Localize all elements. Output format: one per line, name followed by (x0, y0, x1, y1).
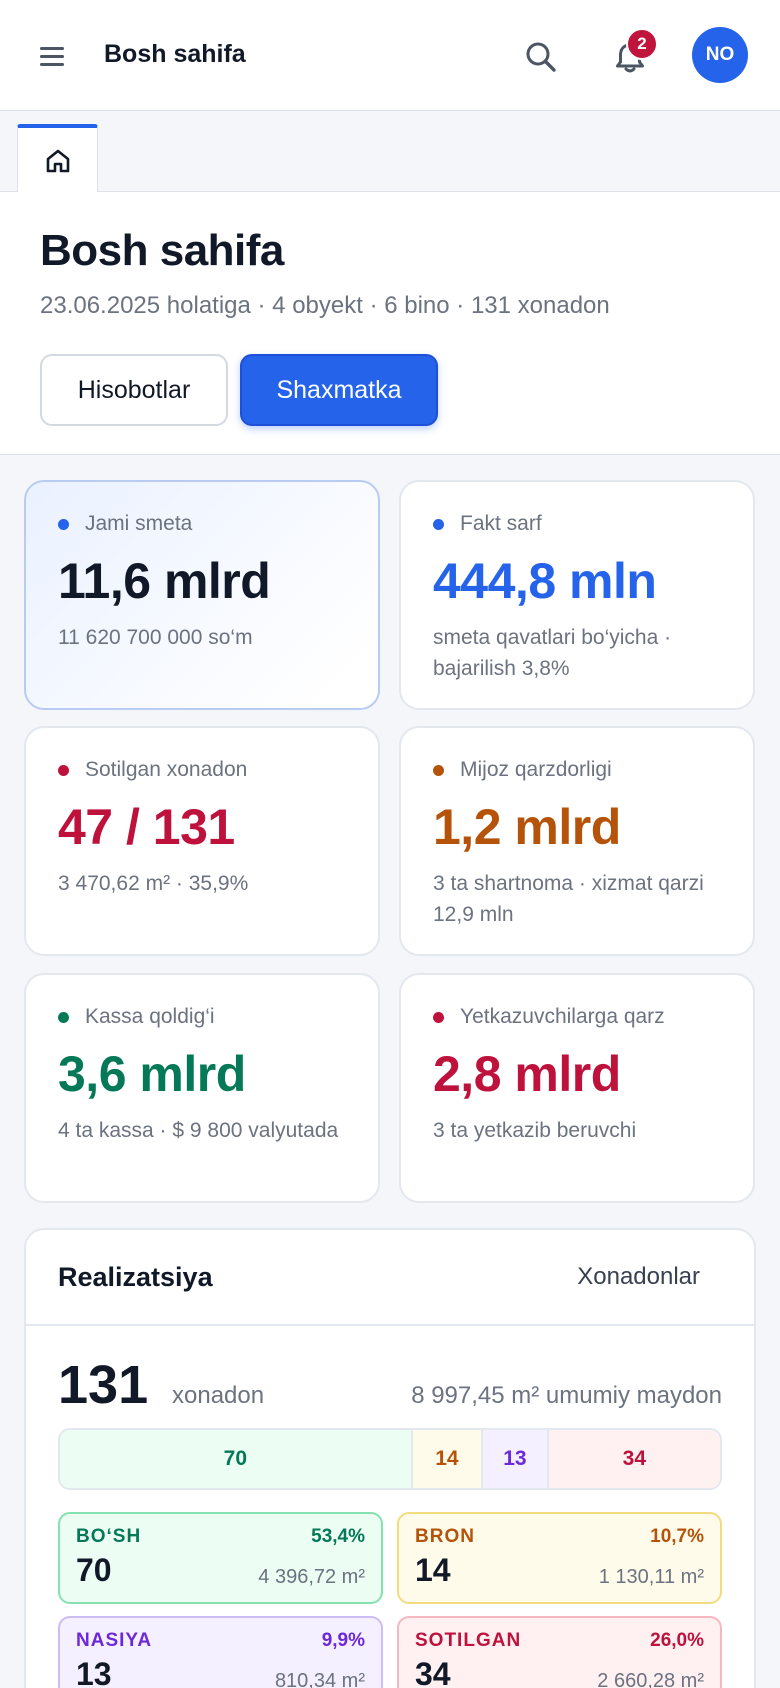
stat-count: 13 (76, 1656, 112, 1688)
kpi-value: 1,2 mlrd (433, 799, 621, 855)
stat-count: 34 (415, 1656, 451, 1688)
panel-title: Realizatsiya (58, 1262, 213, 1292)
total-area: 8 997,45 m² umumiy maydon (411, 1382, 722, 1409)
page-header: Bosh sahifa 23.06.2025 holatiga · 4 obye… (0, 192, 780, 455)
kpi-card-total-estimate[interactable]: Jami smeta 11,6 mlrd 11 620 700 000 so‘m (24, 480, 380, 710)
status-dot (58, 764, 69, 776)
kpi-label: Fakt sarf (433, 512, 542, 536)
kpi-value: 47 / 131 (58, 799, 235, 855)
kpi-value: 2,8 mlrd (433, 1046, 621, 1102)
chess-button[interactable]: Shaxmatka (240, 354, 438, 426)
bar-segment-sold: 34 (548, 1430, 720, 1488)
status-dot (58, 518, 69, 530)
bar-segment-installment: 13 (483, 1430, 549, 1488)
stat-percent: 9,9% (321, 1630, 365, 1651)
stat-count: 70 (76, 1552, 112, 1588)
kpi-note: 3 ta shartnoma · xizmat qarzi 12,9 mln (433, 872, 704, 926)
stat-name: SOTILGAN (415, 1630, 522, 1651)
kpi-card-supplier-debt[interactable]: Yetkazuvchilarga qarz 2,8 mlrd 3 ta yetk… (399, 973, 755, 1203)
stat-name: BO‘SH (76, 1526, 142, 1547)
realization-panel: Realizatsiya Xonadonlar 131 xonadon 8 99… (24, 1228, 756, 1688)
app-title: Bosh sahifa (104, 40, 246, 68)
status-stacked-bar: 70 14 13 34 (58, 1428, 722, 1490)
status-dot (433, 1011, 444, 1023)
avatar[interactable]: NO (692, 27, 748, 83)
kpi-label: Jami smeta (58, 512, 192, 536)
panel-header: Realizatsiya Xonadonlar (26, 1230, 754, 1326)
kpi-card-sold-units[interactable]: Sotilgan xonadon 47 / 131 3 470,62 m² · … (24, 726, 380, 956)
stat-card-reserved[interactable]: BRON 10,7% 14 1 130,11 m² (397, 1512, 722, 1604)
apartments-link[interactable]: Xonadonlar (577, 1263, 700, 1290)
stat-card-installment[interactable]: NASIYA 9,9% 13 810,34 m² (58, 1616, 383, 1688)
search-icon[interactable] (522, 38, 560, 76)
stat-percent: 10,7% (650, 1526, 704, 1547)
stat-count: 14 (415, 1552, 451, 1588)
page-title: Bosh sahifa (40, 226, 284, 275)
stat-card-sold[interactable]: SOTILGAN 26,0% 34 2 660,28 m² (397, 1616, 722, 1688)
total-units-label: xonadon (172, 1382, 265, 1409)
status-dot (58, 1011, 69, 1023)
status-dot (433, 764, 444, 776)
top-bar: Bosh sahifa 2 NO (0, 0, 780, 111)
kpi-label: Yetkazuvchilarga qarz (433, 1005, 665, 1029)
kpi-value: 444,8 mln (433, 553, 657, 609)
page-subtitle: 23.06.2025 holatiga · 4 obyekt · 6 bino … (40, 292, 610, 319)
kpi-note: 4 ta kassa · $ 9 800 valyutada (58, 1119, 339, 1142)
kpi-card-cash-balance[interactable]: Kassa qoldig‘i 3,6 mlrd 4 ta kassa · $ 9… (24, 973, 380, 1203)
kpi-label: Sotilgan xonadon (58, 758, 247, 782)
tab-home[interactable] (17, 124, 98, 193)
kpi-note: 3 470,62 m² · 35,9% (58, 872, 249, 895)
kpi-value: 11,6 mlrd (58, 553, 271, 609)
kpi-label: Kassa qoldig‘i (58, 1005, 215, 1029)
stat-name: BRON (415, 1526, 475, 1547)
total-units: 131 (58, 1355, 149, 1415)
bar-segment-free: 70 (60, 1430, 413, 1488)
stat-percent: 53,4% (311, 1526, 365, 1547)
reports-button[interactable]: Hisobotlar (40, 354, 228, 426)
status-dot (433, 518, 444, 530)
kpi-label: Mijoz qarzdorligi (433, 758, 612, 782)
kpi-card-actual-spend[interactable]: Fakt sarf 444,8 mln smeta qavatlari bo‘y… (399, 480, 755, 710)
tab-strip (0, 111, 780, 193)
stat-name: NASIYA (76, 1630, 153, 1651)
stat-area: 1 130,11 m² (598, 1566, 704, 1588)
notification-badge: 2 (626, 28, 658, 60)
stat-area: 2 660,28 m² (597, 1670, 704, 1688)
kpi-note: smeta qavatlari bo‘yicha · bajarilish 3,… (433, 626, 672, 680)
kpi-card-client-debt[interactable]: Mijoz qarzdorligi 1,2 mlrd 3 ta shartnom… (399, 726, 755, 956)
stat-card-free[interactable]: BO‘SH 53,4% 70 4 396,72 m² (58, 1512, 383, 1604)
kpi-note: 11 620 700 000 so‘m (58, 626, 253, 649)
menu-icon[interactable] (36, 40, 68, 72)
stat-area: 810,34 m² (274, 1670, 365, 1688)
home-icon (46, 149, 69, 172)
kpi-value: 3,6 mlrd (58, 1046, 246, 1102)
stat-area: 4 396,72 m² (258, 1566, 365, 1588)
bar-segment-reserved: 14 (412, 1430, 484, 1488)
kpi-note: 3 ta yetkazib beruvchi (433, 1119, 637, 1142)
stat-percent: 26,0% (650, 1630, 704, 1651)
